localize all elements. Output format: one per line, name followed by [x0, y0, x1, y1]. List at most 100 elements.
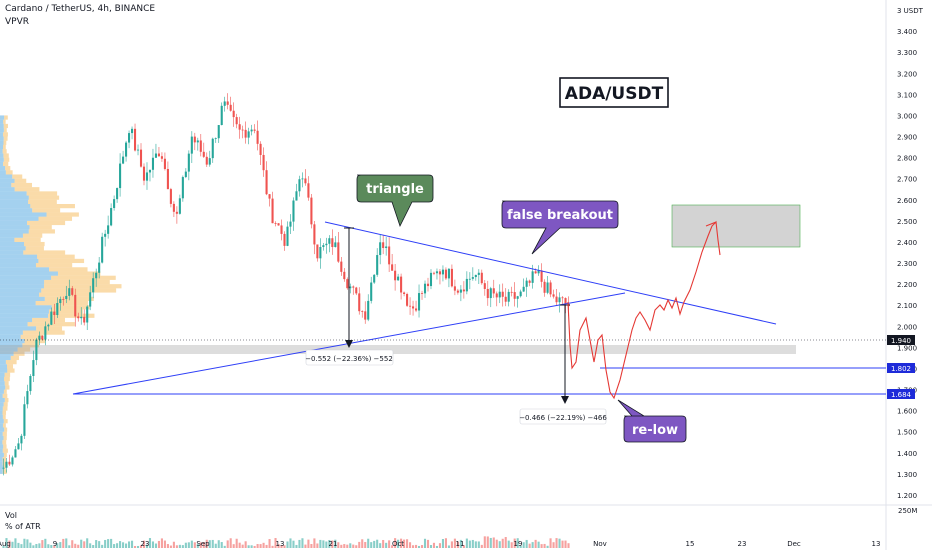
- volume-bar: [265, 544, 268, 548]
- time-axis-tick: 23: [738, 540, 747, 548]
- candle-body: [169, 189, 172, 204]
- vpvr-bar-down: [7, 368, 15, 373]
- candle-body: [29, 376, 32, 392]
- volume-bar: [125, 543, 128, 548]
- vpvr-bar-up: [0, 208, 33, 213]
- candle-body: [414, 308, 418, 311]
- vpvr-bar-down: [14, 178, 27, 183]
- volume-bar: [540, 544, 543, 548]
- vpvr-bar-down: [2, 457, 7, 462]
- vpvr-bar-down: [5, 170, 13, 175]
- candle-body: [555, 296, 558, 303]
- price-axis-tick: 1.300: [897, 471, 917, 479]
- candle-body: [286, 226, 289, 246]
- volume-bar: [139, 545, 143, 548]
- volume-bar: [211, 539, 214, 548]
- vpvr-bar-down: [22, 233, 43, 238]
- vpvr-bar-down: [36, 326, 63, 331]
- vpvr-bar-down: [3, 389, 7, 394]
- volume-bar: [166, 544, 169, 548]
- vpvr-bar-down: [2, 144, 6, 150]
- price-axis-tick: 3 USDT: [897, 7, 924, 15]
- vpvr-bar-up: [0, 457, 3, 462]
- volume-bar: [74, 543, 77, 548]
- volume-bar: [477, 541, 480, 548]
- triangle-callout-box: [356, 174, 434, 228]
- volume-bar: [119, 541, 122, 548]
- vpvr-bar-up: [0, 284, 44, 289]
- volume-bar: [5, 538, 8, 548]
- vpvr-bar-down: [48, 313, 95, 318]
- price-axis-tick: 1.600: [897, 408, 917, 416]
- candle-body: [125, 142, 128, 157]
- target-zone: [671, 204, 801, 248]
- volume-bar: [564, 540, 567, 548]
- volume-bar: [268, 539, 271, 548]
- volume-bar: [53, 545, 56, 548]
- candle-body: [522, 286, 525, 292]
- candle-body: [352, 286, 355, 288]
- volume-bar: [32, 545, 35, 548]
- volume-bar: [8, 540, 11, 548]
- volume-bar: [334, 539, 337, 548]
- vpvr-bar-up: [0, 452, 4, 458]
- vpvr-bar-up: [0, 263, 36, 268]
- vpvr-bar-up: [0, 199, 29, 204]
- false-breakout-callout-box: [501, 200, 619, 255]
- volume-bar: [56, 543, 59, 548]
- volume-bar: [567, 543, 570, 548]
- price-axis-tick: 2.400: [897, 239, 917, 247]
- vpvr-bar-down: [22, 343, 40, 348]
- volume-bar: [316, 543, 319, 548]
- candle-body: [376, 255, 379, 275]
- volume-bar: [259, 544, 262, 548]
- candle-body: [101, 236, 104, 263]
- candle-body: [110, 208, 113, 226]
- candle-body: [130, 128, 134, 134]
- vpvr-bar-down: [3, 128, 7, 133]
- volume-bar: [459, 539, 462, 548]
- vpvr-bar-up: [0, 355, 11, 361]
- vpvr-bar-down: [4, 381, 9, 386]
- volume-bar: [444, 538, 447, 548]
- candle-body: [307, 183, 310, 198]
- volume-bar: [175, 545, 178, 548]
- vpvr-bar-down: [2, 431, 7, 436]
- candle-body: [11, 457, 14, 465]
- candle-body: [211, 138, 214, 159]
- price-axis-tick: 1.500: [897, 429, 917, 437]
- volume-bar: [157, 540, 160, 548]
- candle-body: [250, 129, 253, 132]
- vpvr-bar-down: [3, 136, 8, 141]
- time-axis-tick: 21: [329, 540, 338, 548]
- vpvr-bar-down: [4, 115, 8, 120]
- volume-bar: [169, 545, 172, 548]
- vpvr-bar-down: [48, 309, 83, 314]
- volume-bar: [184, 542, 187, 548]
- candle-body: [417, 293, 421, 311]
- candle-body: [83, 316, 86, 323]
- candle-body: [513, 292, 516, 299]
- vpvr-bar-up: [0, 212, 47, 217]
- volume-bar: [537, 541, 540, 548]
- volume-bar: [71, 540, 74, 548]
- candle-body: [346, 279, 349, 289]
- volume-bar: [86, 538, 89, 548]
- volume-bar: [29, 542, 32, 548]
- candle-body: [208, 158, 211, 165]
- vpvr-bar-down: [38, 258, 85, 264]
- volume-bar: [277, 544, 280, 548]
- candle-body: [104, 233, 107, 237]
- vpvr-bar-up: [0, 254, 38, 259]
- vpvr-bar-down: [22, 330, 65, 335]
- candle-body: [53, 311, 56, 316]
- volume-bar: [328, 539, 331, 548]
- candle-body: [59, 299, 62, 303]
- candle-body: [373, 274, 376, 283]
- volume-bar: [495, 539, 498, 548]
- candle-body: [151, 157, 155, 170]
- candle-body: [229, 104, 232, 111]
- volume-bar: [498, 541, 501, 548]
- candle-body: [400, 276, 403, 293]
